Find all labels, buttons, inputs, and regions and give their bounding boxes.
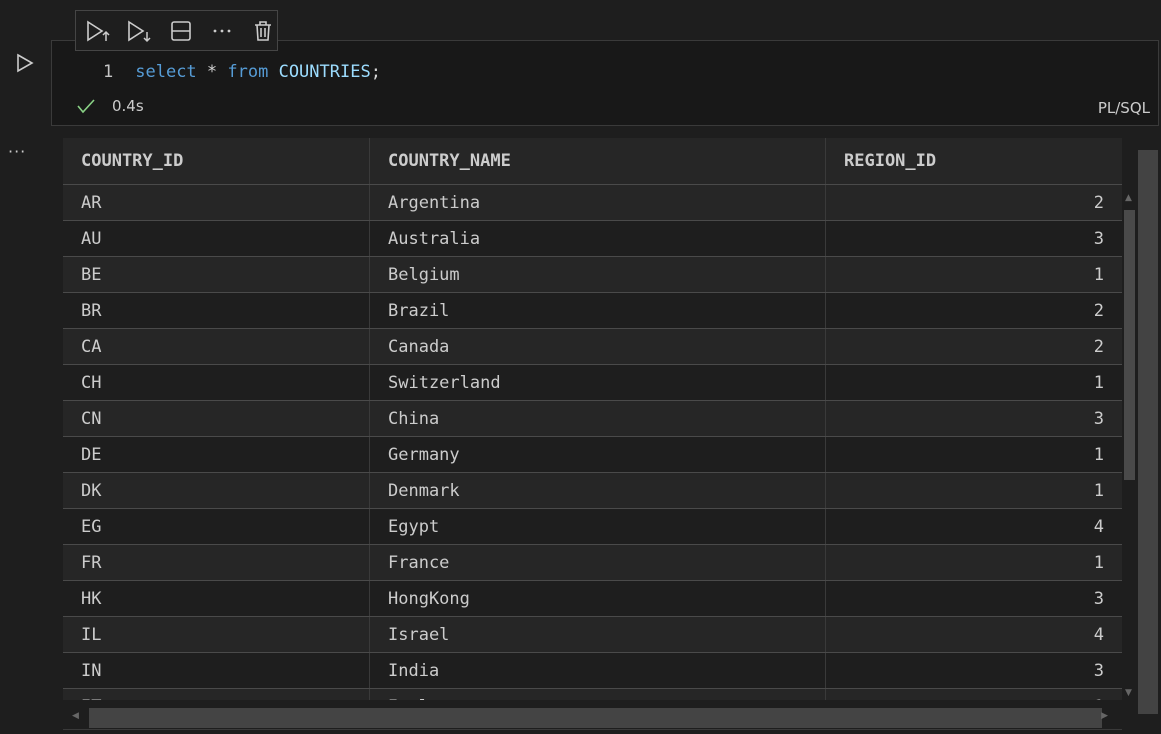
table-cell[interactable]: 1 <box>826 689 1122 701</box>
split-cell-icon <box>170 20 191 41</box>
grid-vertical-scrollbar[interactable]: ▲ ▼ <box>1123 185 1136 700</box>
table-cell[interactable]: FR <box>63 545 370 580</box>
more-icon <box>213 29 231 32</box>
table-cell[interactable]: DK <box>63 473 370 508</box>
table-cell[interactable]: France <box>370 545 826 580</box>
table-cell[interactable]: 3 <box>1093 408 1104 429</box>
execute-below-icon <box>128 20 151 42</box>
table-cell[interactable]: 3 <box>1093 660 1104 681</box>
results-grid: COUNTRY_ID COUNTRY_NAME REGION_ID AR Arge… <box>63 138 1122 700</box>
table-cell[interactable]: DE <box>63 437 370 472</box>
table-cell[interactable]: BE <box>63 257 370 292</box>
table-cell[interactable]: IT <box>63 689 370 700</box>
code-editor[interactable]: 1 select * from COUNTRIES; <box>103 62 381 82</box>
keyword: from <box>227 62 269 82</box>
column-header[interactable]: COUNTRY_NAME <box>370 138 826 184</box>
table-cell[interactable]: 1 <box>1093 552 1104 573</box>
table-row[interactable]: DK Denmark 1 <box>63 473 1122 509</box>
delete-icon <box>255 20 272 41</box>
language-selector[interactable]: PL/SQL <box>1097 99 1150 117</box>
table-cell[interactable]: 3 <box>1093 228 1104 249</box>
execute-below-button[interactable] <box>125 17 152 45</box>
table-row[interactable]: AU Australia 3 <box>63 221 1122 257</box>
table-row[interactable]: ITItaly1 <box>63 689 1122 700</box>
table-cell[interactable]: CH <box>63 365 370 400</box>
table-cell[interactable]: EG <box>63 509 370 544</box>
table-cell[interactable]: HongKong <box>370 581 826 616</box>
table-cell[interactable]: AU <box>63 221 370 256</box>
operator: * <box>196 62 228 82</box>
table-row[interactable]: IL Israel 4 <box>63 617 1122 653</box>
table-row[interactable]: BE Belgium 1 <box>63 257 1122 293</box>
table-row[interactable]: CN China 3 <box>63 401 1122 437</box>
table-cell[interactable]: Israel <box>370 617 826 652</box>
table-row[interactable]: FR France 1 <box>63 545 1122 581</box>
table-cell[interactable]: 2 <box>1093 300 1104 321</box>
table-cell[interactable]: Brazil <box>370 293 826 328</box>
table-cell[interactable]: 1 <box>1093 264 1104 285</box>
table-cell[interactable]: 3 <box>1093 588 1104 609</box>
column-header[interactable]: REGION_ID <box>844 151 937 171</box>
table-cell[interactable]: 1 <box>1093 372 1104 393</box>
semicolon: ; <box>370 62 381 82</box>
execution-status: 0.4s <box>76 97 144 115</box>
table-cell[interactable]: Belgium <box>370 257 826 292</box>
play-icon <box>17 53 34 73</box>
table-cell[interactable]: 2 <box>1093 336 1104 357</box>
more-actions-button[interactable] <box>208 17 235 45</box>
header-row: COUNTRY_ID COUNTRY_NAME REGION_ID <box>63 138 1122 185</box>
execute-above-button[interactable] <box>84 17 111 45</box>
table-cell[interactable]: Argentina <box>370 185 826 220</box>
execute-above-icon <box>86 20 110 41</box>
table-row[interactable]: IN India 3 <box>63 653 1122 689</box>
table-cell[interactable]: Egypt <box>370 509 826 544</box>
table-cell[interactable]: Denmark <box>370 473 826 508</box>
table-cell[interactable]: 1 <box>1093 480 1104 501</box>
table-cell[interactable]: Australia <box>370 221 826 256</box>
code-cell[interactable] <box>51 40 1159 126</box>
table-row[interactable]: CH Switzerland 1 <box>63 365 1122 401</box>
run-cell-button[interactable] <box>14 52 36 74</box>
grid-horizontal-scrollbar[interactable]: ◀ ▶ <box>63 700 1122 730</box>
table-row[interactable]: EG Egypt 4 <box>63 509 1122 545</box>
table-cell[interactable]: 2 <box>1093 192 1104 213</box>
output-vertical-scrollbar[interactable] <box>1138 150 1158 714</box>
table-cell[interactable]: BR <box>63 293 370 328</box>
table-cell[interactable]: India <box>370 653 826 688</box>
output-more-button[interactable]: ··· <box>8 142 27 161</box>
table-cell[interactable]: 4 <box>1093 624 1104 645</box>
cell-toolbar <box>75 10 278 51</box>
table-row[interactable]: CA Canada 2 <box>63 329 1122 365</box>
table-cell[interactable]: Germany <box>370 437 826 472</box>
delete-cell-button[interactable] <box>250 17 277 45</box>
check-icon <box>77 99 95 114</box>
table-row[interactable]: DE Germany 1 <box>63 437 1122 473</box>
table-cell[interactable]: 1 <box>1093 444 1104 465</box>
table-cell[interactable]: 4 <box>1093 516 1104 537</box>
keyword: select <box>135 62 197 82</box>
table-cell[interactable]: IN <box>63 653 370 688</box>
column-header[interactable]: COUNTRY_ID <box>63 138 370 184</box>
table-cell[interactable]: CA <box>63 329 370 364</box>
table-cell[interactable]: Switzerland <box>370 365 826 400</box>
table-cell[interactable]: China <box>370 401 826 436</box>
table-row[interactable]: AR Argentina 2 <box>63 185 1122 221</box>
table-cell[interactable]: IL <box>63 617 370 652</box>
line-number: 1 <box>103 62 114 82</box>
split-cell-button[interactable] <box>167 17 194 45</box>
table-cell[interactable]: AR <box>63 185 370 220</box>
table-row[interactable]: BR Brazil 2 <box>63 293 1122 329</box>
table-cell[interactable]: HK <box>63 581 370 616</box>
table-cell[interactable]: Canada <box>370 329 826 364</box>
table-row[interactable]: HK HongKong 3 <box>63 581 1122 617</box>
table-cell[interactable]: CN <box>63 401 370 436</box>
execution-time: 0.4s <box>112 97 144 115</box>
identifier: COUNTRIES <box>268 62 371 82</box>
table-cell[interactable]: Italy <box>370 689 826 700</box>
